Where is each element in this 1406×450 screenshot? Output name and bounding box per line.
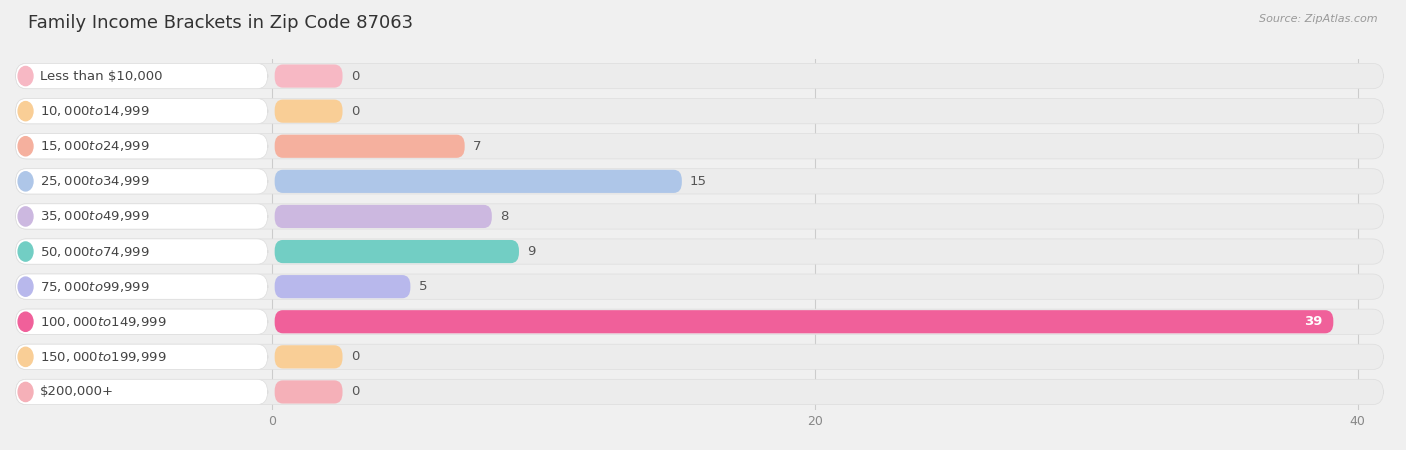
- Circle shape: [18, 242, 32, 261]
- FancyBboxPatch shape: [15, 99, 1384, 124]
- Text: Less than $10,000: Less than $10,000: [39, 70, 162, 82]
- Text: $75,000 to $99,999: $75,000 to $99,999: [39, 279, 149, 294]
- Text: 8: 8: [501, 210, 509, 223]
- FancyBboxPatch shape: [15, 204, 1384, 229]
- FancyBboxPatch shape: [15, 134, 269, 159]
- Text: $100,000 to $149,999: $100,000 to $149,999: [39, 315, 166, 329]
- FancyBboxPatch shape: [274, 205, 492, 228]
- Text: $50,000 to $74,999: $50,000 to $74,999: [39, 244, 149, 259]
- FancyBboxPatch shape: [15, 274, 269, 299]
- Text: 7: 7: [472, 140, 481, 153]
- Text: $35,000 to $49,999: $35,000 to $49,999: [39, 209, 149, 224]
- Circle shape: [18, 382, 32, 401]
- Text: 9: 9: [527, 245, 536, 258]
- Text: Source: ZipAtlas.com: Source: ZipAtlas.com: [1260, 14, 1378, 23]
- FancyBboxPatch shape: [15, 169, 269, 194]
- Text: $200,000+: $200,000+: [39, 386, 114, 398]
- Text: 39: 39: [1305, 315, 1323, 328]
- Text: 0: 0: [350, 70, 359, 82]
- Text: 0: 0: [350, 351, 359, 363]
- FancyBboxPatch shape: [15, 274, 1384, 299]
- FancyBboxPatch shape: [274, 380, 343, 404]
- FancyBboxPatch shape: [274, 275, 411, 298]
- Text: $150,000 to $199,999: $150,000 to $199,999: [39, 350, 166, 364]
- Text: 0: 0: [350, 105, 359, 117]
- FancyBboxPatch shape: [15, 63, 1384, 89]
- FancyBboxPatch shape: [15, 99, 269, 124]
- Circle shape: [18, 137, 32, 156]
- FancyBboxPatch shape: [274, 99, 343, 123]
- Circle shape: [18, 67, 32, 86]
- Text: $15,000 to $24,999: $15,000 to $24,999: [39, 139, 149, 153]
- FancyBboxPatch shape: [15, 344, 269, 369]
- FancyBboxPatch shape: [15, 63, 269, 89]
- Circle shape: [18, 312, 32, 331]
- FancyBboxPatch shape: [15, 204, 269, 229]
- FancyBboxPatch shape: [15, 309, 1384, 334]
- Circle shape: [18, 277, 32, 296]
- FancyBboxPatch shape: [15, 344, 1384, 369]
- FancyBboxPatch shape: [15, 169, 1384, 194]
- Circle shape: [18, 172, 32, 191]
- FancyBboxPatch shape: [274, 345, 343, 369]
- FancyBboxPatch shape: [15, 309, 269, 334]
- FancyBboxPatch shape: [15, 379, 269, 405]
- FancyBboxPatch shape: [15, 239, 1384, 264]
- FancyBboxPatch shape: [274, 310, 1333, 333]
- Text: 0: 0: [350, 386, 359, 398]
- FancyBboxPatch shape: [15, 134, 1384, 159]
- FancyBboxPatch shape: [274, 135, 464, 158]
- Circle shape: [18, 347, 32, 366]
- FancyBboxPatch shape: [274, 170, 682, 193]
- Text: 5: 5: [419, 280, 427, 293]
- FancyBboxPatch shape: [274, 64, 343, 88]
- Text: Family Income Brackets in Zip Code 87063: Family Income Brackets in Zip Code 87063: [28, 14, 413, 32]
- Text: $10,000 to $14,999: $10,000 to $14,999: [39, 104, 149, 118]
- Text: $25,000 to $34,999: $25,000 to $34,999: [39, 174, 149, 189]
- Text: 15: 15: [690, 175, 707, 188]
- FancyBboxPatch shape: [15, 239, 269, 264]
- Circle shape: [18, 102, 32, 121]
- Circle shape: [18, 207, 32, 226]
- FancyBboxPatch shape: [274, 240, 519, 263]
- FancyBboxPatch shape: [15, 379, 1384, 405]
